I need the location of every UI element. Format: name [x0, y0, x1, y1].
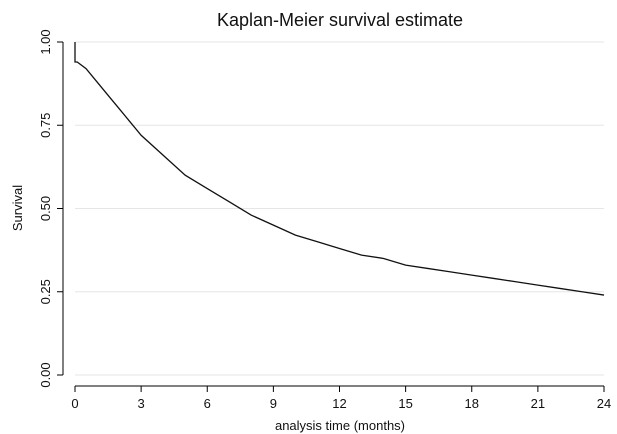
survival-curve [74, 42, 605, 296]
series [74, 42, 605, 296]
x-axis-label: analysis time (months) [275, 418, 405, 433]
x-tick-label: 21 [531, 396, 545, 411]
x-tick-label: 15 [398, 396, 412, 411]
y-axis-label: Survival [10, 185, 25, 231]
x-tick-label: 9 [270, 396, 277, 411]
y-tick-label: 0.50 [38, 196, 53, 221]
y-tick-label: 0.75 [38, 113, 53, 138]
gridlines [75, 41, 604, 376]
y-tick-label: 1.00 [38, 29, 53, 54]
y-tick-label: 0.00 [38, 362, 53, 387]
x-tick-label: 18 [465, 396, 479, 411]
x-tick-label: 3 [138, 396, 145, 411]
x-tick-label: 6 [204, 396, 211, 411]
x-tick-label: 0 [71, 396, 78, 411]
x-tick-label: 12 [332, 396, 346, 411]
x-tick-label: 24 [597, 396, 611, 411]
x-axis-ticks: 0 3 6 9 12 15 18 21 24 [71, 386, 611, 411]
y-tick-label: 0.25 [38, 279, 53, 304]
y-axis-ticks: 0.00 0.25 0.50 0.75 1.00 [38, 29, 63, 388]
chart-title: Kaplan-Meier survival estimate [217, 10, 463, 30]
